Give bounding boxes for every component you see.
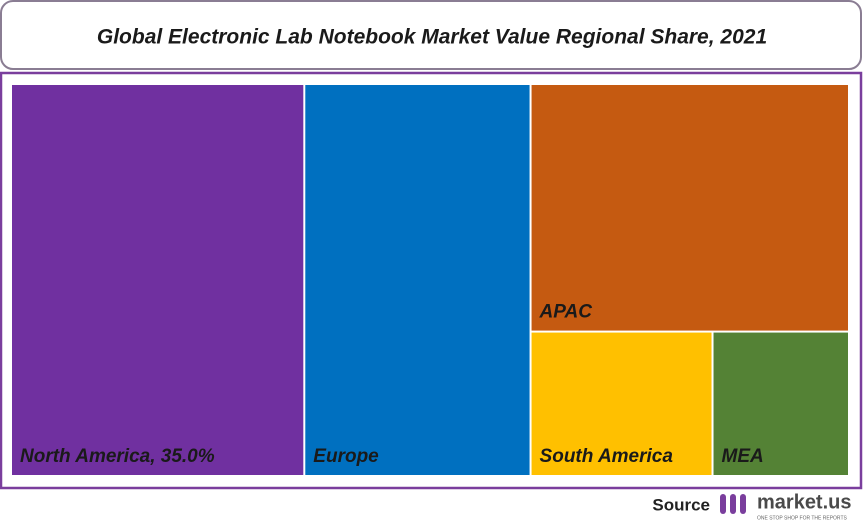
tagline: ONE STOP SHOP FOR THE REPORTS [757,515,848,521]
tile [12,85,304,475]
tile-label: South America [540,446,674,467]
tile [713,332,848,475]
logo-bar [730,494,736,514]
tile-label: APAC [539,302,593,323]
logo-bar [720,494,726,514]
tile [305,85,530,475]
tile [531,332,712,475]
logo [720,494,746,514]
tile-label: North America, 35.0% [20,446,215,467]
brand: market.us [757,491,852,513]
tile-label: Europe [313,446,379,467]
tile [531,85,848,331]
source-label: Source [652,495,710,514]
logo-bar [740,494,746,514]
chart-title: Global Electronic Lab Notebook Market Va… [97,26,767,49]
treemap: North America, 35.0% Europe APAC South Amer… [12,85,848,475]
tile-label: MEA [722,446,764,467]
title-box [0,0,862,70]
